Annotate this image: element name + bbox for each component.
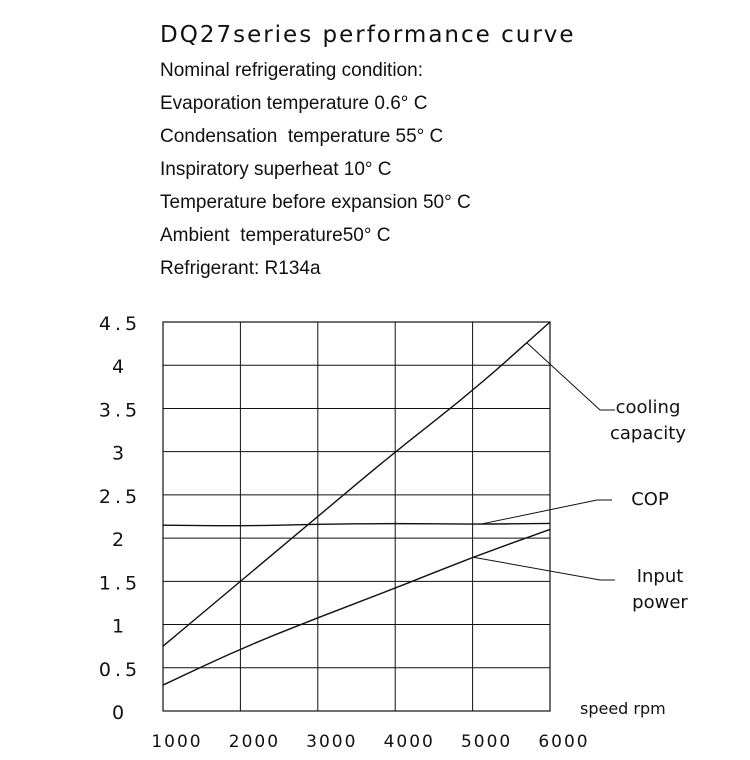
y-tick-label: 0.5 (99, 659, 141, 681)
annotation-label: capacity (610, 423, 686, 444)
annotations: cooling capacity COP Input power (472, 342, 688, 613)
condition-line: Condensation temperature 55° C (160, 126, 444, 147)
chart-title: DQ27series performance curve (160, 22, 576, 48)
chart-header: DQ27series performance curve Nominal ref… (160, 22, 576, 285)
y-tick-label: 2 (112, 529, 128, 551)
x-tick-label: 2000 (229, 732, 280, 752)
x-tick-label: 6000 (538, 732, 589, 752)
x-tick-label: 5000 (461, 732, 512, 752)
annotation-label: Input (637, 566, 684, 587)
series-line-input-power (162, 528, 551, 686)
y-tick-label: 3.5 (99, 399, 141, 421)
condition-line: Evaporation temperature 0.6° C (160, 93, 428, 114)
y-tick-label: 3 (112, 443, 128, 465)
x-tick-label: 1000 (151, 732, 202, 752)
annotation-leader-line (526, 342, 615, 411)
condition-line: Nominal refrigerating condition: (160, 60, 423, 81)
annotation-leader-line (480, 499, 612, 525)
y-tick-label: 0 (112, 702, 128, 724)
annotation-label: power (632, 592, 688, 613)
series-line-cop (162, 522, 551, 527)
x-tick-label: 4000 (384, 732, 435, 752)
x-axis-label: speed rpm (580, 699, 666, 718)
series-line-cooling-capacity (162, 321, 551, 647)
tick-labels: 0 0.5 1 1.5 2 2.5 3 3.5 4 4.5 1000 2000 3000 4000 5000… (99, 313, 589, 752)
x-tick-label: 3000 (306, 732, 357, 752)
condition-line: Ambient temperature50° C (160, 225, 391, 246)
condition-line: Inspiratory superheat 10° C (160, 159, 392, 180)
condition-line: Refrigerant: R134a (160, 258, 321, 279)
series-lines (162, 321, 551, 686)
condition-line: Temperature before expansion 50° C (160, 192, 471, 213)
grid (162, 321, 551, 712)
y-tick-label: 1 (112, 616, 128, 638)
y-tick-label: 4.5 (99, 313, 141, 335)
annotation-leader-line (472, 556, 615, 581)
annotation-label: cooling (616, 397, 681, 418)
y-tick-label: 2.5 (99, 486, 141, 508)
y-tick-label: 4 (112, 356, 128, 378)
plot-frame (162, 321, 551, 712)
annotation-label: COP (631, 489, 669, 510)
y-tick-label: 1.5 (99, 572, 141, 594)
